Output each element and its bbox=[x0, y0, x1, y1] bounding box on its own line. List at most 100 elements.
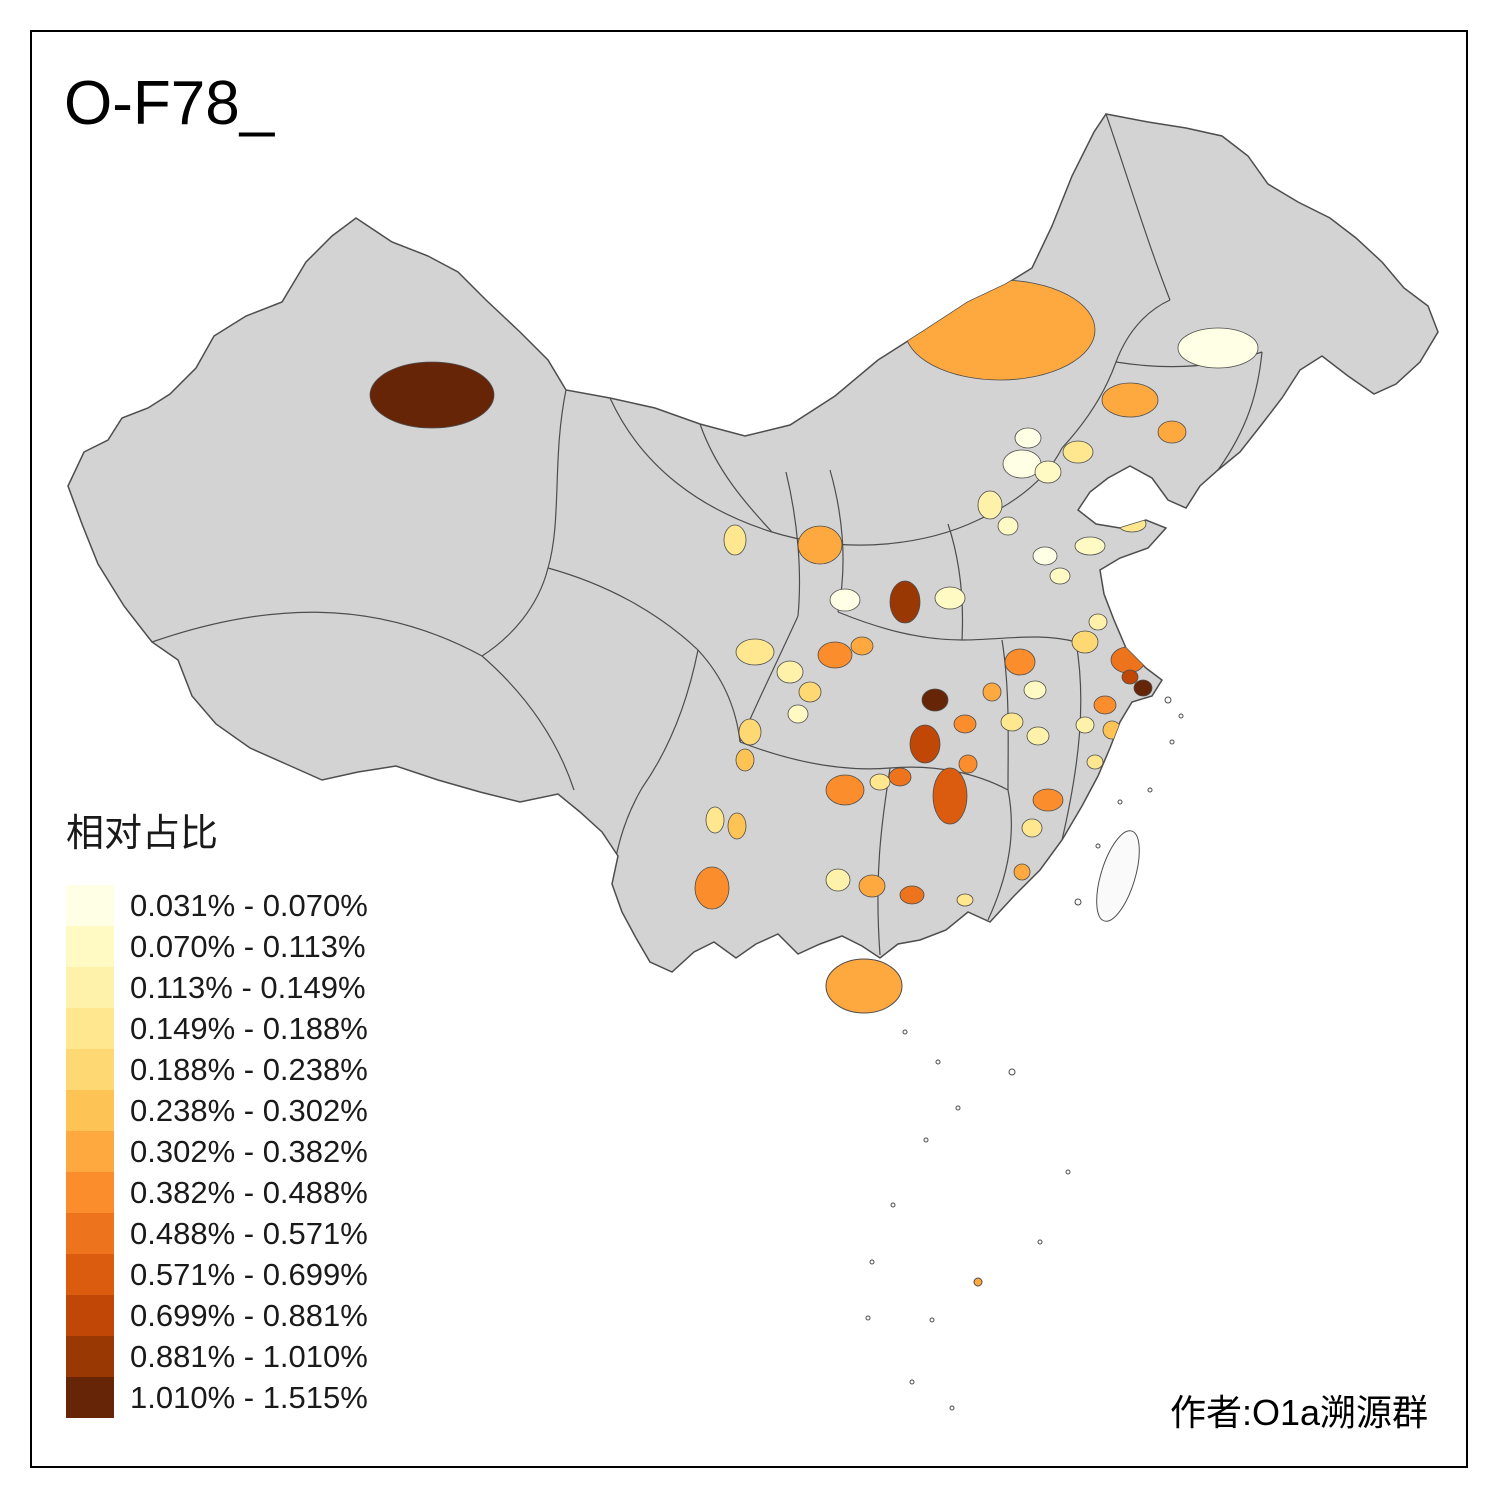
map-region bbox=[735, 638, 775, 666]
island bbox=[902, 1029, 908, 1035]
legend-item: 0.488% - 0.571% bbox=[66, 1213, 368, 1254]
island bbox=[909, 1379, 915, 1385]
map-region bbox=[723, 524, 747, 556]
island bbox=[1147, 787, 1153, 793]
map-region bbox=[956, 893, 974, 907]
legend-label: 0.113% - 0.149% bbox=[130, 969, 366, 1005]
legend-item: 1.010% - 1.515% bbox=[66, 1377, 368, 1418]
legend-swatch bbox=[66, 1131, 114, 1172]
map-region bbox=[1093, 695, 1117, 715]
map-region bbox=[1004, 648, 1036, 676]
map-region bbox=[1032, 788, 1064, 812]
island bbox=[1096, 830, 1140, 922]
legend-swatch bbox=[66, 1172, 114, 1213]
map-region bbox=[1086, 754, 1104, 770]
island bbox=[890, 1202, 896, 1208]
map-region bbox=[1071, 630, 1099, 654]
map-region bbox=[1075, 716, 1095, 734]
legend-item: 0.070% - 0.113% bbox=[66, 926, 368, 967]
legend-swatch bbox=[66, 1254, 114, 1295]
legend-label: 0.881% - 1.010% bbox=[130, 1338, 368, 1374]
map-region bbox=[817, 641, 853, 669]
legend-item: 0.571% - 0.699% bbox=[66, 1254, 368, 1295]
legend-label: 0.031% - 0.070% bbox=[130, 887, 368, 923]
legend-label: 1.010% - 1.515% bbox=[130, 1379, 368, 1415]
map-region bbox=[727, 812, 747, 840]
map-region bbox=[1102, 720, 1122, 740]
map-region bbox=[953, 714, 977, 734]
legend-label: 0.699% - 0.881% bbox=[130, 1297, 368, 1333]
map-region bbox=[1023, 680, 1047, 700]
map-region bbox=[977, 490, 1003, 520]
map-region bbox=[850, 636, 874, 656]
map-region bbox=[776, 660, 804, 684]
map-region bbox=[899, 885, 925, 905]
island bbox=[929, 1317, 935, 1323]
map-region bbox=[1074, 536, 1106, 556]
island bbox=[1095, 843, 1101, 849]
legend-items: 0.031% - 0.070% 0.070% - 0.113% 0.113% - 0… bbox=[66, 885, 368, 1418]
legend-swatch bbox=[66, 967, 114, 1008]
map-region bbox=[1021, 818, 1043, 838]
map-region bbox=[1088, 613, 1108, 631]
map-region bbox=[921, 688, 949, 712]
map-region bbox=[694, 866, 730, 910]
island bbox=[1008, 1068, 1016, 1076]
legend-swatch bbox=[66, 1008, 114, 1049]
map-region bbox=[1101, 382, 1159, 418]
legend-label: 0.238% - 0.302% bbox=[130, 1092, 368, 1128]
attribution: 作者:O1a溯源群 bbox=[1169, 1392, 1428, 1433]
map-region bbox=[1177, 327, 1259, 369]
map-region bbox=[934, 586, 966, 610]
map-region bbox=[829, 588, 861, 612]
legend-swatch bbox=[66, 1295, 114, 1336]
island bbox=[869, 1259, 875, 1265]
island bbox=[1117, 799, 1123, 805]
map-region bbox=[798, 681, 822, 703]
legend-swatch bbox=[66, 1377, 114, 1418]
legend-label: 0.382% - 0.488% bbox=[130, 1174, 368, 1210]
legend: 相对占比 0.031% - 0.070% 0.070% - 0.113% 0.113… bbox=[66, 802, 368, 1418]
map-region bbox=[825, 774, 865, 806]
island bbox=[1074, 898, 1082, 906]
islands-group bbox=[825, 696, 1184, 1411]
map-region bbox=[888, 767, 912, 787]
legend-swatch bbox=[66, 1336, 114, 1377]
map-region bbox=[705, 806, 725, 834]
island bbox=[923, 1137, 929, 1143]
map-region bbox=[797, 525, 843, 565]
map-region bbox=[869, 773, 891, 791]
island bbox=[1169, 739, 1175, 745]
legend-label: 0.302% - 0.382% bbox=[130, 1133, 368, 1169]
map-region bbox=[1121, 669, 1139, 685]
legend-title: 相对占比 bbox=[66, 813, 219, 855]
map-region bbox=[1108, 746, 1128, 762]
island bbox=[1164, 696, 1172, 704]
map-region bbox=[1049, 567, 1071, 585]
map-region bbox=[997, 516, 1019, 536]
map-region bbox=[1157, 420, 1187, 444]
legend-label: 0.070% - 0.113% bbox=[130, 928, 366, 964]
map-region bbox=[369, 361, 495, 429]
island bbox=[973, 1277, 983, 1287]
legend-label: 0.149% - 0.188% bbox=[130, 1010, 368, 1046]
island bbox=[949, 1405, 955, 1411]
island bbox=[1065, 1169, 1071, 1175]
legend-swatch bbox=[66, 885, 114, 926]
legend-label: 0.571% - 0.699% bbox=[130, 1256, 368, 1292]
legend-item: 0.699% - 0.881% bbox=[66, 1295, 368, 1336]
map-region bbox=[1026, 726, 1050, 746]
map-region bbox=[1110, 646, 1146, 674]
map-region bbox=[982, 682, 1002, 702]
island bbox=[1178, 713, 1184, 719]
plot-title: O-F78_ bbox=[64, 69, 275, 138]
island bbox=[865, 1315, 871, 1321]
map-region bbox=[1133, 679, 1153, 697]
island bbox=[1037, 1239, 1043, 1245]
legend-item: 0.881% - 1.010% bbox=[66, 1336, 368, 1377]
map-region bbox=[735, 748, 755, 772]
map-region bbox=[889, 580, 921, 624]
island bbox=[825, 958, 903, 1014]
legend-label: 0.188% - 0.238% bbox=[130, 1051, 368, 1087]
